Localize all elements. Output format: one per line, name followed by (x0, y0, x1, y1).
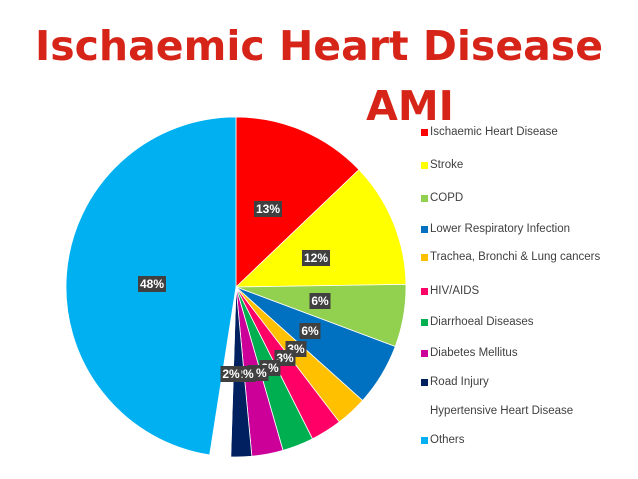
legend-swatch (421, 437, 428, 444)
svg-text:6%: 6% (301, 324, 319, 338)
svg-text:12%: 12% (304, 251, 328, 265)
chart-title-line-2: AMI (366, 82, 454, 130)
legend-swatch (421, 319, 428, 326)
svg-text:48%: 48% (140, 277, 164, 291)
legend-swatch (421, 129, 428, 136)
legend-swatch (421, 162, 428, 169)
legend-label: HIV/AIDS (430, 285, 480, 297)
legend-label: Diabetes Mellitus (430, 347, 518, 359)
legend-swatch (421, 288, 428, 295)
svg-text:6%: 6% (311, 294, 329, 308)
legend-label: Road Injury (430, 376, 489, 388)
data-label-copd: 6% (309, 293, 331, 309)
legend-label: Trachea, Bronchi & Lung cancers (430, 251, 601, 263)
legend-label: Hypertensive Heart Disease (430, 405, 574, 417)
legend-swatch (421, 350, 428, 357)
svg-text:2%: 2% (222, 367, 240, 381)
data-label-stroke: 12% (302, 250, 330, 266)
pie-slice-stroke (234, 169, 407, 288)
legend-label: Stroke (430, 159, 464, 171)
data-label-others: 48% (138, 276, 166, 292)
legend-swatch (421, 379, 428, 386)
data-label-hypertensive-heart-disease: 2% (220, 366, 242, 382)
svg-text:3%: 3% (276, 351, 294, 365)
pie-slice-ischaemic-heart-disease (235, 116, 360, 288)
data-label-ischaemic-heart-disease: 13% (254, 201, 282, 217)
legend-swatch (421, 254, 428, 261)
chart-title-line-1: Ischaemic Heart Disease (34, 22, 604, 70)
legend-swatch (421, 226, 428, 233)
svg-text:13%: 13% (256, 202, 280, 216)
legend-label: Lower Respiratory Infection (430, 223, 570, 235)
data-label-lower-respiratory-infection: 6% (299, 323, 321, 339)
legend-swatch (421, 195, 428, 202)
legend-label: Ischaemic Heart Disease (430, 126, 558, 138)
legend-swatch (421, 408, 428, 415)
legend-label: Diarrhoeal Diseases (430, 316, 534, 328)
legend-label: COPD (430, 192, 464, 204)
legend-label: Others (430, 434, 465, 446)
